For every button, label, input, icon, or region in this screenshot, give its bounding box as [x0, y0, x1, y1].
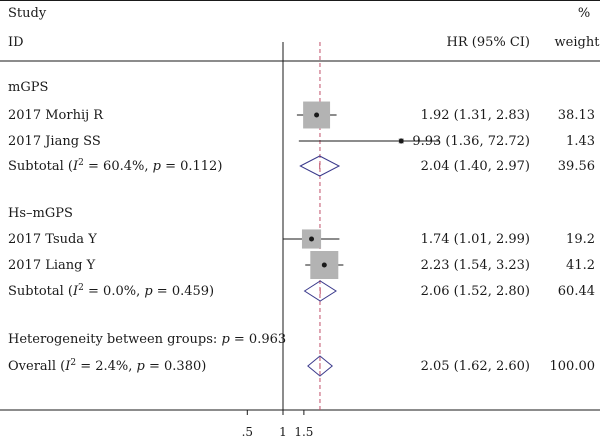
pooled-diamond	[299, 155, 341, 177]
header-percent: %	[578, 6, 590, 21]
subtotal-label: Subtotal (I2 = 60.4%, p = 0.112)	[8, 158, 222, 174]
hr-ci-value: 2.23 (1.54, 3.23)	[421, 258, 530, 273]
x-tick-label: 1.5	[294, 425, 313, 439]
weight-value: 39.56	[558, 159, 595, 174]
study-label: 2017 Morhij R	[8, 108, 104, 123]
weight-value: 60.44	[558, 284, 595, 299]
weight-value: 1.43	[566, 134, 595, 149]
x-tick-label: .5	[242, 425, 253, 439]
weight-value: 41.2	[566, 258, 595, 273]
study-label: 2017 Jiang SS	[8, 134, 101, 149]
heterogeneity-note: Heterogeneity between groups: p = 0.963	[8, 332, 286, 347]
header-hr: HR (95% CI)	[446, 35, 530, 50]
hr-ci-value: 9.93 (1.36, 72.72)	[412, 134, 530, 149]
header-study: Study	[8, 6, 47, 21]
group-label: mGPS	[8, 80, 48, 95]
point-estimate	[321, 262, 327, 268]
subtotal-label: Subtotal (I2 = 0.0%, p = 0.459)	[8, 283, 214, 299]
hr-ci-value: 2.04 (1.40, 2.97)	[421, 159, 530, 174]
point-estimate	[314, 112, 320, 118]
point-estimate	[309, 236, 315, 242]
pooled-diamond	[303, 280, 337, 302]
point-estimate	[398, 138, 404, 144]
hr-ci-value: 1.92 (1.31, 2.83)	[421, 108, 530, 123]
hr-ci-value: 1.74 (1.01, 2.99)	[421, 232, 530, 247]
weight-value: 100.00	[550, 359, 596, 374]
header-weight: weight	[555, 35, 600, 50]
hr-ci-value: 2.05 (1.62, 2.60)	[421, 359, 530, 374]
header-id: ID	[8, 35, 24, 50]
study-label: 2017 Tsuda Y	[8, 232, 97, 247]
pooled-diamond	[307, 355, 333, 377]
hr-ci-value: 2.06 (1.52, 2.80)	[421, 284, 530, 299]
study-label: 2017 Liang Y	[8, 258, 96, 273]
group-label: Hs–mGPS	[8, 206, 73, 221]
weight-value: 38.13	[558, 108, 595, 123]
overall-label: Overall (I2 = 2.4%, p = 0.380)	[8, 358, 206, 374]
x-tick-label: 1	[279, 425, 287, 439]
weight-value: 19.2	[566, 232, 595, 247]
